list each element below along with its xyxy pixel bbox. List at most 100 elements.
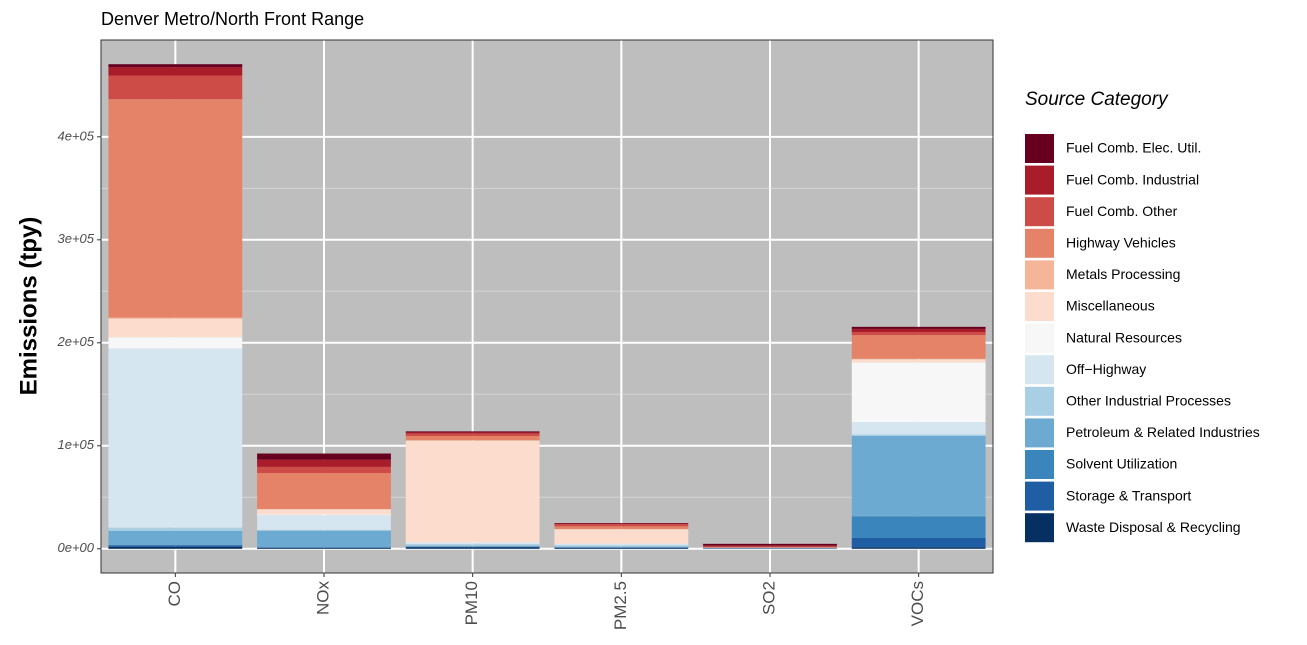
bar-segment [554,523,689,524]
bar-segment [108,99,243,318]
legend-key [1025,386,1054,416]
legend-label: Off−Highway [1066,361,1146,377]
bar-segment [108,527,243,531]
bar-segment [703,546,837,548]
bar-segment [851,434,986,437]
bar-segment [703,545,837,547]
chart-title: Denver Metro/North Front Range [101,9,364,29]
bar-segment [851,328,986,332]
y-tick-label: 2e+05 [56,334,94,349]
bar-segment [257,466,391,474]
bar-segment [405,542,540,545]
bar-segment [108,337,243,349]
bar-segment [108,67,243,76]
bar-segment [405,547,540,549]
legend-key [1025,260,1054,290]
bar-segment [405,440,540,441]
legend-key [1025,228,1054,258]
bar-segment [554,524,689,527]
bar-segment [108,530,243,546]
bar-segment [108,317,243,319]
legend-key [1025,513,1054,543]
bar-segment [108,348,243,528]
legend-label: Miscellaneous [1066,298,1155,314]
bar-segment [257,529,391,531]
bar-segment [257,473,391,510]
bar-segment [554,546,689,548]
x-tick-label: CO [165,581,184,607]
y-tick-label: 1e+05 [57,437,94,452]
bar-segment [851,422,986,435]
bar-segment [257,547,391,549]
legend-key [1025,292,1054,321]
bar-segment [703,547,837,549]
legend-label: Fuel Comb. Industrial [1066,171,1199,187]
legend-label: Highway Vehicles [1066,235,1176,251]
bar-segment [257,509,391,515]
legend-label: Fuel Comb. Elec. Util. [1066,140,1201,156]
bar-segment [257,514,391,516]
y-tick-label: 4e+05 [57,128,94,143]
bar-segment [257,515,391,530]
bar-segment [851,547,986,549]
bar-segment [554,523,689,525]
bar-segment [554,526,689,529]
bar-segment [405,431,540,433]
bar-segment [405,546,540,548]
legend-label: Petroleum & Related Industries [1066,424,1260,440]
x-tick-label: PM2.5 [611,581,630,630]
x-tick-label: VOCs [908,581,927,626]
x-tick-label: SO2 [759,581,778,615]
legend-label: Waste Disposal & Recycling [1066,519,1241,535]
legend-key [1025,323,1054,353]
legend-label: Other Industrial Processes [1066,393,1231,409]
bar-segment [405,544,540,546]
bar-segment [108,75,243,100]
legend-label: Natural Resources [1066,329,1182,345]
x-tick-label: PM10 [462,581,481,625]
bar-segment [554,545,689,547]
bar-segment [851,362,986,423]
bar-segment [405,440,540,543]
legend-key [1025,355,1054,385]
legend-title: Source Category [1025,89,1169,110]
legend-label: Metals Processing [1066,266,1180,282]
legend-key [1025,197,1054,227]
legend-key [1025,165,1054,195]
bar-segment [405,432,540,434]
x-tick-label: NOx [313,581,332,616]
bar-segment [851,335,986,359]
legend-key [1025,134,1054,163]
bar-segment [851,358,986,360]
legend-key [1025,481,1054,511]
y-tick-label: 3e+05 [57,231,94,246]
bar-segment [405,542,540,543]
bar-segment [405,436,540,441]
bar-segment [257,453,391,460]
bar-segment [851,326,986,329]
bar-segment [851,436,986,517]
plot-background [101,40,993,573]
legend-key [1025,418,1054,448]
bar-segment [108,546,243,549]
bar-segment [257,459,391,467]
legend-label: Fuel Comb. Other [1066,203,1178,219]
legend-key [1025,450,1054,479]
bar-segment [108,318,243,338]
bar-segment [257,530,391,548]
bar-segment [851,516,986,538]
bar-segment [405,545,540,547]
bar-segment [851,359,986,363]
bar-segment [108,545,243,547]
y-axis-label: Emissions (tpy) [15,217,42,396]
bar-segment [554,547,689,549]
plot-border [100,39,994,574]
bar-segment [703,543,837,546]
legend-label: Storage & Transport [1066,487,1191,503]
bar-segment [554,543,689,546]
bar-segment [851,537,986,548]
bar-segment [108,64,243,68]
bar-segment [405,433,540,437]
bar-segment [554,529,689,544]
